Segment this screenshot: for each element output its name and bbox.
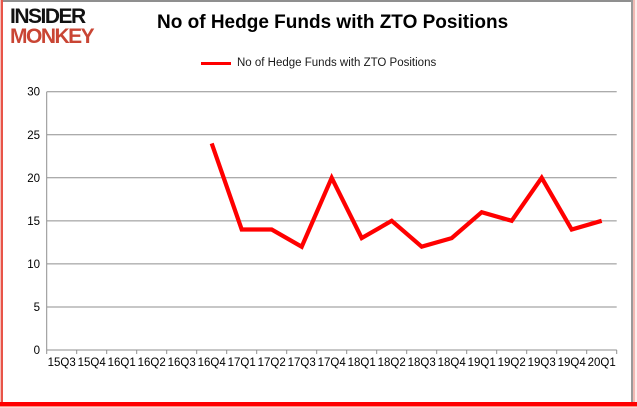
x-tick-label: 17Q3 [288,357,316,369]
x-tick-label: 15Q3 [48,357,76,369]
legend: No of Hedge Funds with ZTO Positions [201,57,436,69]
y-tick-label: 10 [27,259,40,271]
x-tick-label: 19Q4 [558,357,587,369]
series-line [209,142,603,250]
y-tick-label: 30 [27,87,40,99]
x-tick-label: 15Q4 [78,357,107,369]
x-axis-labels: 15Q3 15Q4 16Q1 16Q2 16Q3 16Q4 17Q1 17Q2 17Q3 17Q4… [48,357,616,369]
x-tick-label: 16Q1 [108,357,136,369]
legend-label: No of Hedge Funds with ZTO Positions [237,57,437,69]
legend-line-swatch [201,61,231,65]
x-tick-label: 18Q4 [438,357,467,369]
x-tick-label: 18Q2 [378,357,406,369]
y-tick-label: 15 [27,216,40,228]
insider-monkey-logo: INSIDER MONKEY [10,5,95,48]
x-tick-label: 19Q2 [498,357,526,369]
frame-border-bottom [0,402,637,408]
y-tick-label: 25 [27,130,40,142]
x-tick-label: 16Q3 [168,357,196,369]
logo-text-insider: INSIDER [10,5,86,28]
frame-border-left [0,0,3,408]
x-tick-label: 17Q4 [318,357,347,369]
logo-text-monkey: MONKEY [10,25,95,48]
y-axis-labels: 0 5 10 15 20 25 30 [27,87,40,357]
x-tick-label: 19Q1 [468,357,496,369]
x-tick-label: 17Q1 [228,357,256,369]
frame-border-right [631,0,637,408]
x-tick-label: 19Q3 [528,357,556,369]
y-tick-label: 20 [27,173,40,185]
frame-border-top [0,0,637,2]
chart-title: No of Hedge Funds with ZTO Positions [157,12,509,33]
y-tick-label: 0 [34,345,40,357]
axes [46,91,618,354]
x-tick-label: 16Q4 [198,357,227,369]
x-tick-label: 17Q2 [258,357,286,369]
x-tick-label: 16Q2 [138,357,166,369]
x-tick-label: 18Q3 [408,357,436,369]
x-tick-label: 20Q1 [588,357,616,369]
x-tick-label: 18Q1 [348,357,376,369]
y-tick-label: 5 [34,302,40,314]
gridlines [46,91,617,351]
